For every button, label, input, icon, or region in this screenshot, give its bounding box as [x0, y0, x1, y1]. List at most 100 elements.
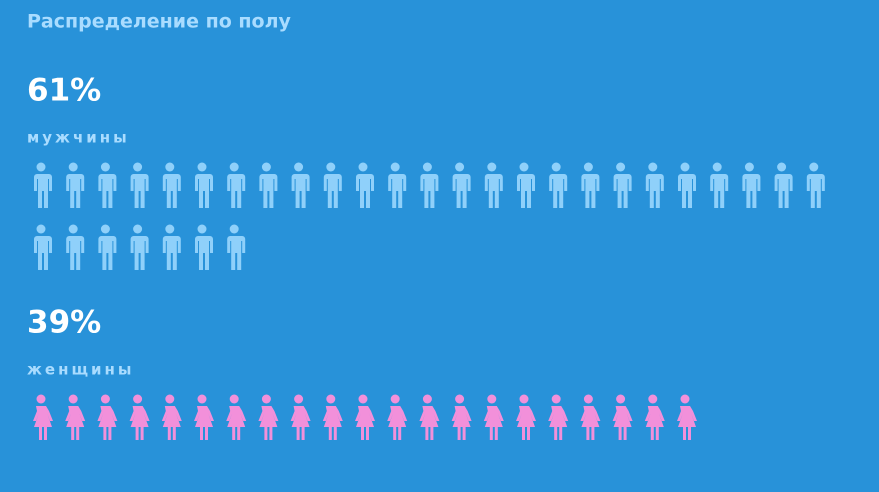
icon-head: [197, 224, 207, 234]
icon-body: [355, 174, 374, 208]
icon-head: [100, 224, 110, 234]
man-icon: [805, 162, 825, 208]
icon-body: [65, 406, 86, 440]
icon-body: [741, 174, 761, 208]
woman-icon: [387, 394, 408, 440]
icon-body: [516, 406, 536, 440]
icon-body: [483, 406, 504, 440]
man-icon: [194, 162, 213, 208]
woman-icon: [580, 394, 601, 440]
icon-head: [100, 394, 110, 404]
man-icon: [773, 162, 793, 208]
icon-head: [648, 394, 658, 404]
man-icon: [129, 162, 149, 208]
icon-head: [326, 162, 336, 172]
woman-icon: [483, 394, 504, 440]
icon-head: [133, 162, 143, 172]
man-icon: [226, 162, 246, 208]
man-icon: [677, 162, 696, 208]
man-icon: [258, 162, 278, 208]
icon-body: [387, 406, 408, 440]
man-icon: [387, 162, 407, 208]
icon-head: [680, 162, 690, 172]
icon-group: [33, 394, 697, 440]
percent-label: 39%: [27, 305, 101, 341]
icon-head: [519, 162, 529, 172]
icon-body: [194, 174, 213, 208]
man-icon: [322, 162, 342, 208]
icon-body: [612, 406, 633, 440]
man-icon: [483, 162, 503, 208]
man-icon: [709, 162, 729, 208]
man-icon: [33, 162, 52, 208]
icon-head: [519, 394, 529, 404]
icon-head: [422, 394, 432, 404]
icon-body: [226, 174, 246, 208]
icon-head: [36, 162, 46, 172]
icon-body: [290, 174, 310, 208]
icon-head: [551, 162, 561, 172]
man-icon: [548, 162, 568, 208]
icon-body: [194, 236, 213, 270]
man-icon: [97, 162, 117, 208]
category-label: мужчины: [27, 129, 130, 147]
icon-head: [68, 224, 78, 234]
icon-head: [261, 162, 271, 172]
man-icon: [580, 162, 600, 208]
icon-head: [165, 224, 175, 234]
icon-body: [644, 174, 664, 208]
icon-body: [419, 174, 439, 208]
woman-icon: [419, 394, 440, 440]
icon-head: [809, 162, 819, 172]
man-icon: [516, 162, 535, 208]
woman-icon: [548, 394, 569, 440]
icon-body: [129, 406, 150, 440]
icon-head: [294, 394, 304, 404]
icon-body: [33, 174, 52, 208]
icon-head: [616, 162, 626, 172]
icon-head: [100, 162, 110, 172]
icon-body: [33, 406, 53, 440]
icon-head: [358, 162, 368, 172]
icon-body: [322, 174, 342, 208]
icon-head: [133, 224, 143, 234]
woman-icon: [612, 394, 633, 440]
icon-body: [709, 174, 729, 208]
icon-body: [548, 174, 568, 208]
icon-body: [322, 406, 343, 440]
icon-body: [451, 406, 472, 440]
icon-head: [455, 162, 465, 172]
icon-body: [419, 406, 440, 440]
icon-body: [805, 174, 825, 208]
chart-title: Распределение по полу: [27, 11, 291, 33]
woman-icon: [226, 394, 247, 440]
man-icon: [161, 162, 181, 208]
man-icon: [65, 224, 85, 270]
icon-body: [161, 174, 181, 208]
icon-body: [677, 406, 697, 440]
icon-head: [36, 224, 46, 234]
icon-body: [773, 174, 793, 208]
woman-icon: [194, 394, 214, 440]
icon-head: [229, 162, 239, 172]
woman-icon: [451, 394, 472, 440]
icon-body: [258, 174, 278, 208]
woman-icon: [97, 394, 118, 440]
woman-icon: [129, 394, 150, 440]
man-icon: [97, 224, 117, 270]
icon-body: [612, 174, 632, 208]
icon-head: [583, 162, 593, 172]
icon-body: [161, 236, 181, 270]
woman-icon: [516, 394, 536, 440]
woman-icon: [258, 394, 279, 440]
icon-head: [616, 394, 626, 404]
icon-body: [580, 174, 600, 208]
icon-body: [194, 406, 214, 440]
icon-body: [161, 406, 182, 440]
man-icon: [741, 162, 761, 208]
icon-body: [258, 406, 279, 440]
icon-body: [129, 236, 149, 270]
icon-head: [326, 394, 336, 404]
man-icon: [161, 224, 181, 270]
